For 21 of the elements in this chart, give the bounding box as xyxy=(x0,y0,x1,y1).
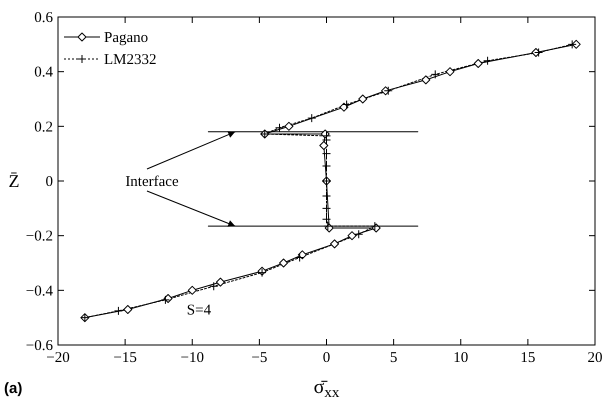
y-tick-label: 0.6 xyxy=(34,10,54,26)
annotation: S=4 xyxy=(186,302,212,318)
annotation: Interface xyxy=(125,174,179,190)
y-tick-label: −0.2 xyxy=(26,228,53,245)
legend-label: LM2332 xyxy=(104,52,156,68)
y-tick-label: 0.2 xyxy=(34,119,53,136)
x-tick-label: 5 xyxy=(390,350,398,366)
x-tick-label: 10 xyxy=(453,350,468,366)
y-tick-label: −0.4 xyxy=(26,283,54,300)
x-tick-label: 15 xyxy=(520,350,536,366)
y-tick-label: 0.4 xyxy=(34,64,54,81)
legend-label: Pagano xyxy=(104,30,148,46)
y-tick-label: 0 xyxy=(46,174,53,190)
text: (a) xyxy=(4,380,22,397)
y-axis-title: Z̄ xyxy=(8,171,20,191)
x-axis-title: σ̄$_{xx}$ xyxy=(314,376,340,401)
x-tick-label: −5 xyxy=(251,350,268,366)
x-tick-label: 0 xyxy=(322,350,330,366)
x-tick-label: −10 xyxy=(180,350,204,366)
x-tick-label: 20 xyxy=(588,350,602,366)
x-tick-label: −15 xyxy=(113,350,137,366)
